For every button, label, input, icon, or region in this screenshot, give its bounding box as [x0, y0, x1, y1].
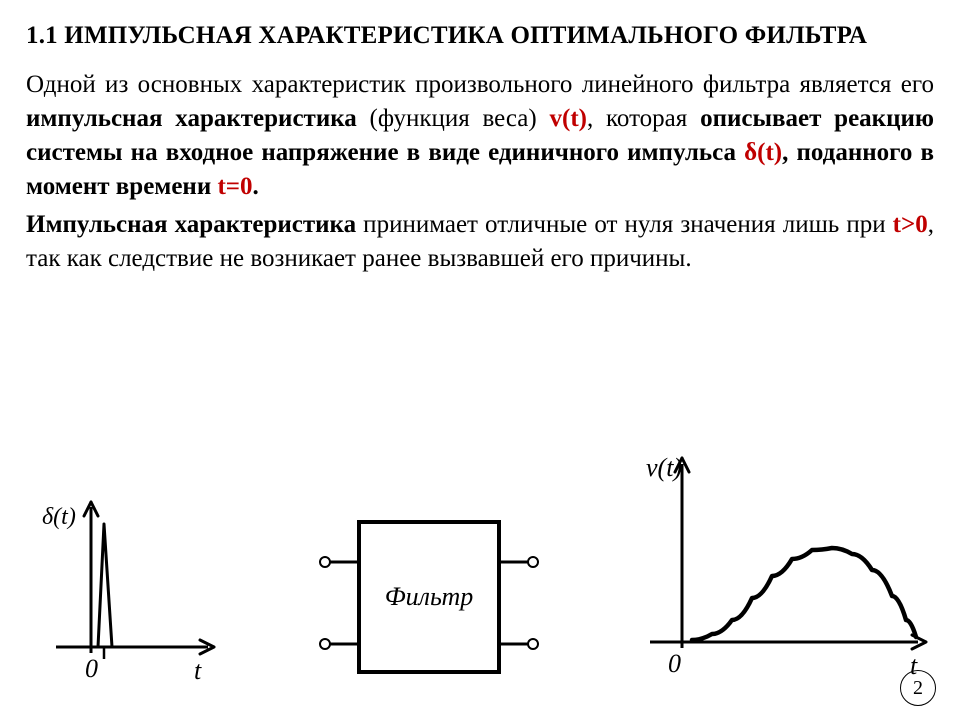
page-number: 2	[900, 670, 936, 706]
text-bold: импульсная характеристика	[26, 105, 357, 132]
paragraph-1: Одной из основных характеристик произвол…	[26, 68, 934, 204]
paragraph-2: Импульсная характеристика принимает отли…	[26, 208, 934, 276]
text-red: t>0	[893, 211, 928, 238]
section-title: 1.1 ИМПУЛЬСНАЯ ХАРАКТЕРИСТИКА ОПТИМАЛЬНО…	[26, 22, 934, 50]
text-bold: .	[253, 173, 259, 200]
response-diagram: v(t)0t	[632, 442, 932, 692]
svg-text:v(t): v(t)	[646, 453, 682, 482]
figures-row: δ(t) 0 t Фильтр v(t) 0 t	[0, 442, 960, 692]
svg-text:Фильтр: Фильтр	[385, 582, 474, 611]
filter-block-diagram: Фильтр	[299, 502, 559, 692]
svg-text:0: 0	[668, 649, 681, 678]
text-red: v(t)	[550, 105, 587, 132]
page-number-value: 2	[913, 677, 923, 700]
text: Одной из основных характеристик произвол…	[26, 71, 934, 98]
impulse-diagram: δ(t) 0 t	[36, 482, 226, 692]
text: принимает отличные от нуля значения лишь…	[356, 211, 893, 238]
text: , которая	[587, 105, 700, 132]
svg-text:δ(t): δ(t)	[42, 504, 76, 530]
text-red: δ(t)	[744, 139, 782, 166]
svg-text:0: 0	[85, 654, 98, 683]
text: (функция веса)	[357, 105, 550, 132]
text-bold: Импульсная характеристика	[26, 211, 356, 238]
text-red: t=0	[217, 173, 252, 200]
svg-text:t: t	[194, 656, 202, 685]
